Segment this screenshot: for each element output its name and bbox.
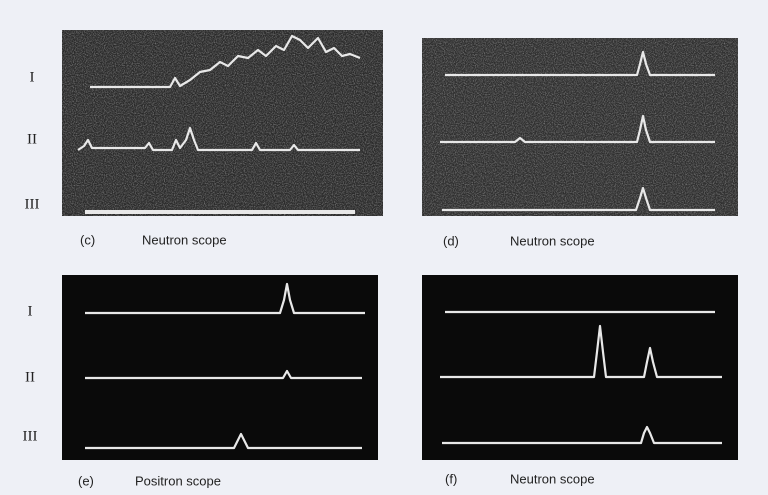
scope-trace (85, 432, 362, 450)
scope-trace (77, 126, 360, 152)
row-label: II (27, 131, 37, 147)
panel-label: (d) (443, 233, 459, 248)
scope-trace (85, 282, 365, 315)
scope-panel (422, 275, 738, 460)
scope-panel (62, 275, 378, 460)
scope-trace (442, 425, 722, 445)
panel-label: (f) (445, 471, 457, 486)
scope-trace (85, 369, 362, 380)
panel-label: (e) (78, 473, 94, 488)
scope-noise (62, 30, 383, 216)
panel-caption: Positron scope (135, 473, 221, 488)
row-label: III (25, 196, 40, 212)
scope-trace (442, 186, 715, 212)
scope-trace (90, 34, 361, 89)
scope-trace (445, 50, 715, 77)
panel-caption: Neutron scope (510, 471, 595, 486)
row-label: I (30, 69, 35, 85)
scope-trace (440, 114, 715, 144)
row-label: I (28, 303, 33, 319)
panel-caption: Neutron scope (510, 233, 595, 248)
scope-noise (422, 38, 738, 216)
panel-label: (c) (80, 232, 95, 247)
row-label: II (25, 369, 35, 385)
panel-caption: Neutron scope (142, 232, 227, 247)
scope-trace (440, 324, 722, 379)
row-label: III (23, 428, 38, 444)
